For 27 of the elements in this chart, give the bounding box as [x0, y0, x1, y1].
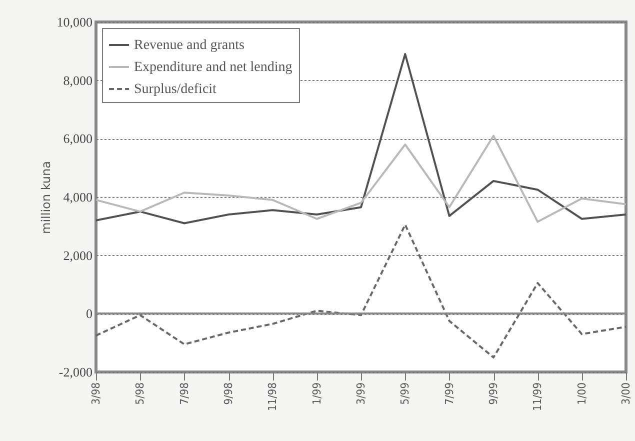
x-tick-label: 9/98 — [222, 382, 235, 405]
x-tick-label: 5/99 — [398, 382, 412, 405]
y-tick-label: -2,000 — [58, 364, 92, 380]
x-tick-label: 9/99 — [487, 382, 500, 405]
y-tick-label: 10,000 — [56, 14, 92, 30]
x-tick-label: 3/98 — [90, 382, 102, 405]
y-tick-label: 0 — [86, 306, 92, 322]
x-tick-label: 3/99 — [354, 382, 368, 405]
line-series — [95, 53, 627, 224]
x-tick-label: 1/99 — [310, 382, 324, 405]
y-axis-title: million kuna — [38, 161, 53, 234]
line-series — [95, 224, 627, 358]
y-tick-label: 2,000 — [63, 248, 92, 263]
x-tick-label: 11/99 — [531, 382, 544, 412]
line-series — [95, 134, 627, 223]
x-tick-label: 7/98 — [178, 382, 191, 405]
x-tick-label: 5/98 — [134, 382, 147, 405]
x-tick-label: 11/98 — [266, 382, 280, 412]
x-tick-label: 7/99 — [442, 382, 456, 405]
legend-label: Expenditure and net lending — [134, 60, 292, 75]
y-tick-label: 8,000 — [63, 72, 92, 88]
legend-label: Revenue and grants — [134, 38, 244, 53]
y-tick-label: 6,000 — [63, 131, 92, 146]
x-tick-label: 3/00 — [620, 382, 632, 405]
x-tick-label: 1/00 — [575, 382, 588, 405]
legend-label: Surplus/deficit — [134, 82, 217, 97]
y-tick-label: 4,000 — [63, 190, 92, 204]
